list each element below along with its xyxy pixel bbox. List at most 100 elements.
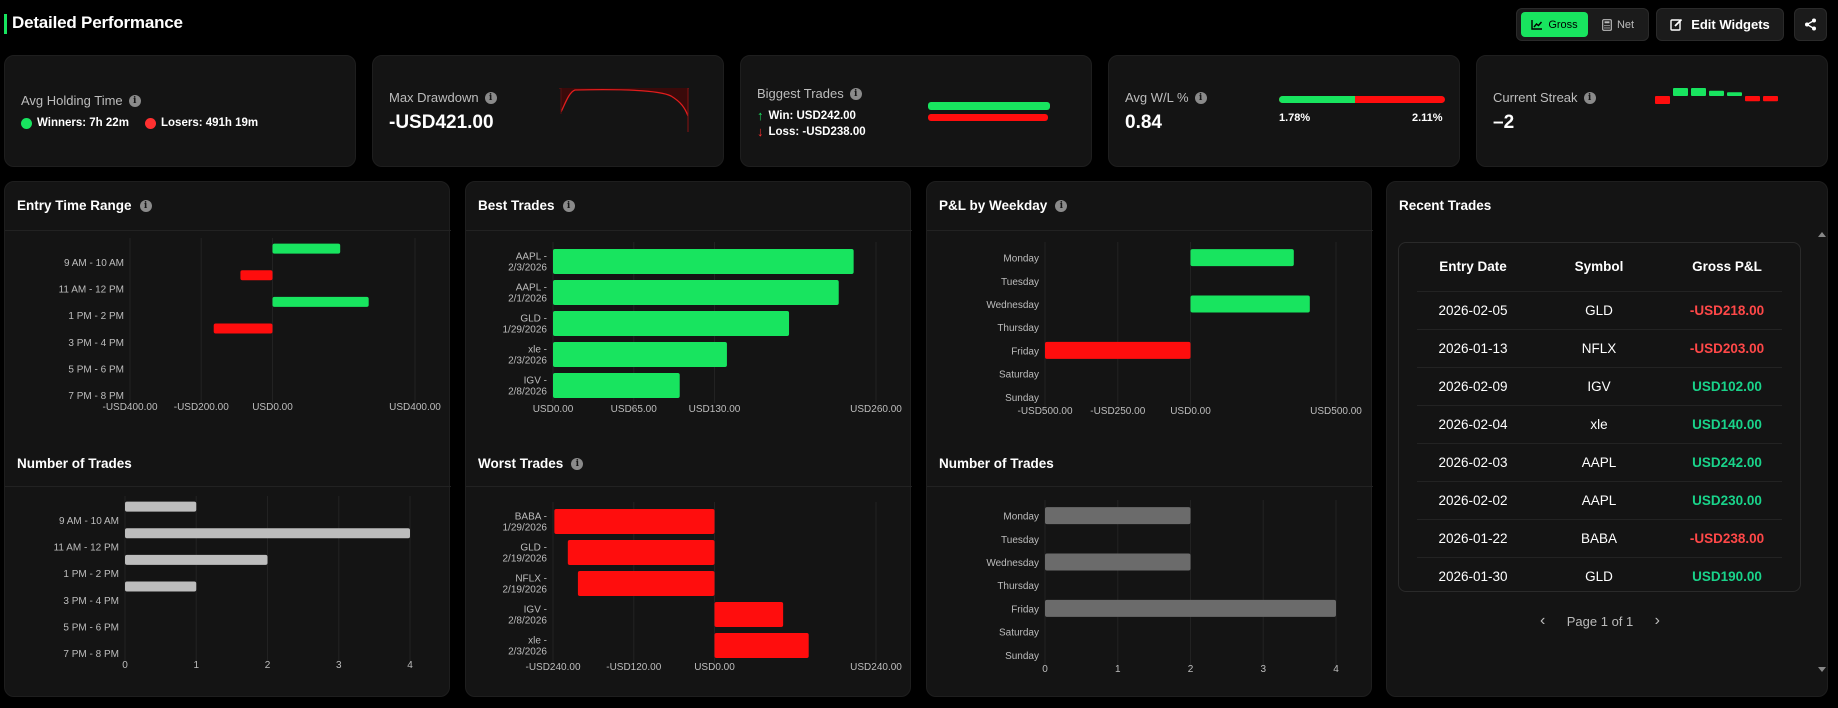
info-icon[interactable]: i <box>849 87 862 100</box>
y-tick-label: BABA - <box>515 512 547 523</box>
info-icon[interactable]: i <box>128 94 141 107</box>
y-tick-label: Monday <box>1003 254 1039 265</box>
drawdown-sparkline <box>559 88 689 132</box>
edit-widgets-button[interactable]: Edit Widgets <box>1656 8 1784 41</box>
streak-bar <box>1673 88 1688 96</box>
x-tick-label: -USD120.00 <box>606 662 661 673</box>
y-tick-label: Tuesday <box>1001 535 1039 546</box>
y-tick-label: Thursday <box>997 581 1039 592</box>
net-toggle-button[interactable]: Net <box>1591 12 1645 37</box>
streak-bar <box>1655 96 1670 104</box>
gross-toggle-button[interactable]: Gross <box>1521 12 1588 37</box>
y-tick-label: 1 PM - 2 PM <box>68 311 124 322</box>
x-tick-label: 3 <box>1260 664 1266 675</box>
bar[interactable] <box>553 311 790 336</box>
entry-date-cell: 2026-02-04 <box>1438 417 1508 432</box>
scroll-up-arrow[interactable] <box>1818 232 1826 237</box>
info-icon[interactable]: i <box>1583 91 1596 104</box>
bar[interactable] <box>240 270 273 281</box>
entry-time-count-chart: 0 1 2 3 4 9 AM - 10 AM 11 AM - 12 PM 1 PM - 2 P… <box>54 496 413 671</box>
worst-trades-title: Worst Trades <box>478 456 564 471</box>
calculator-icon <box>1602 18 1612 31</box>
weekday-pnl-chart: -USD500.00 -USD250.00 USD0.00 USD500.00 Mond… <box>986 242 1362 417</box>
avg-holding-time-card: Avg Holding Time i Winners: 7h 22m Loser… <box>4 55 356 167</box>
page-title: Detailed Performance <box>12 13 183 32</box>
losers-holding: Losers: 491h 19m <box>145 117 258 129</box>
x-tick-label: 1 <box>193 660 199 671</box>
bar[interactable] <box>213 323 273 334</box>
bar[interactable] <box>1045 553 1191 571</box>
y-tick-label: Wednesday <box>986 558 1039 569</box>
scroll-down-arrow[interactable] <box>1818 667 1826 672</box>
avg-wl-card: Avg W/L % i 0.84 1.78% 2.11% <box>1108 55 1460 167</box>
bar[interactable] <box>1045 599 1336 617</box>
bar[interactable] <box>567 540 715 565</box>
y-tick-label: Saturday <box>999 370 1039 381</box>
bar[interactable] <box>714 633 809 658</box>
bar[interactable] <box>125 528 410 539</box>
num-trades-title: Number of Trades <box>17 456 132 471</box>
weekday-count-chart: 0 1 2 3 4 Monday Tuesday Wednesday Thursday Frida… <box>986 500 1339 675</box>
entry-time-panel: Entry Time Range i Number of Trades <box>4 181 451 697</box>
prev-page-icon[interactable]: ‹ <box>1540 612 1546 629</box>
gross-pnl-cell: USD140.00 <box>1692 417 1762 432</box>
arrow-down-icon: ↓ <box>757 124 764 139</box>
worst-trades-title-row: Worst Trades i <box>478 456 584 471</box>
bar[interactable] <box>272 296 369 307</box>
weekday-title-row: P&L by Weekday i <box>939 198 1068 213</box>
symbol-cell: GLD <box>1585 303 1613 318</box>
entry-date-cell: 2026-02-05 <box>1438 303 1508 318</box>
x-tick-label: USD500.00 <box>1310 406 1362 417</box>
bar[interactable] <box>272 243 341 254</box>
y-tick-label: 5 PM - 6 PM <box>63 622 119 633</box>
bar[interactable] <box>1190 249 1294 267</box>
col-entry-date[interactable]: Entry Date <box>1439 259 1507 274</box>
x-tick-label: 4 <box>407 660 413 671</box>
bar[interactable] <box>125 554 268 565</box>
biggest-win-text: Win: USD242.00 <box>768 109 856 122</box>
info-icon[interactable]: i <box>571 457 584 470</box>
bar[interactable] <box>577 571 715 596</box>
next-page-icon[interactable]: › <box>1654 612 1660 629</box>
current-streak-card: Current Streak i –2 <box>1476 55 1828 167</box>
entry-date-cell: 2026-01-13 <box>1438 341 1508 356</box>
biggest-loss: ↓ Loss: -USD238.00 <box>757 124 866 139</box>
info-icon[interactable]: i <box>562 199 575 212</box>
y-tick-label: 2/1/2026 <box>508 294 547 305</box>
num-trades-title-row: Number of Trades <box>17 456 132 471</box>
divider <box>5 486 451 487</box>
avg-holding-time-label: Avg Holding Time <box>21 93 123 108</box>
bar[interactable] <box>714 602 784 627</box>
clock-green-icon <box>21 117 32 129</box>
biggest-trades-label-row: Biggest Trades i <box>757 86 862 101</box>
bar[interactable] <box>125 581 197 592</box>
bar[interactable] <box>125 501 197 512</box>
x-tick-label: -USD500.00 <box>1017 406 1072 417</box>
losers-holding-text: Losers: 491h 19m <box>161 117 259 129</box>
info-icon[interactable]: i <box>1194 91 1207 104</box>
winners-holding: Winners: 7h 22m <box>21 117 129 129</box>
col-symbol[interactable]: Symbol <box>1574 259 1624 274</box>
bar[interactable] <box>553 342 727 367</box>
recent-trades-table: Entry Date Symbol Gross P&L 2026-02-05 GL… <box>1398 242 1801 592</box>
edit-icon <box>1670 18 1683 31</box>
bar[interactable] <box>1045 341 1191 359</box>
share-button[interactable] <box>1794 8 1827 41</box>
y-tick-label: Sunday <box>1005 393 1039 404</box>
x-tick-label: USD0.00 <box>694 662 735 673</box>
bar[interactable] <box>554 509 715 534</box>
col-gross-pnl[interactable]: Gross P&L <box>1692 259 1762 274</box>
info-icon[interactable]: i <box>484 91 497 104</box>
bar[interactable] <box>553 249 854 274</box>
scrollbar[interactable] <box>1817 232 1827 672</box>
avg-win-pct: 1.78% <box>1279 112 1311 124</box>
bar[interactable] <box>553 280 839 305</box>
symbol-cell: BABA <box>1580 531 1618 546</box>
bar[interactable] <box>1045 507 1191 525</box>
bar[interactable] <box>1190 295 1310 313</box>
x-tick-label: 4 <box>1333 664 1339 675</box>
info-icon[interactable]: i <box>1055 199 1068 212</box>
y-tick-label: Sunday <box>1005 651 1039 662</box>
info-icon[interactable]: i <box>139 199 152 212</box>
bar[interactable] <box>553 373 680 398</box>
